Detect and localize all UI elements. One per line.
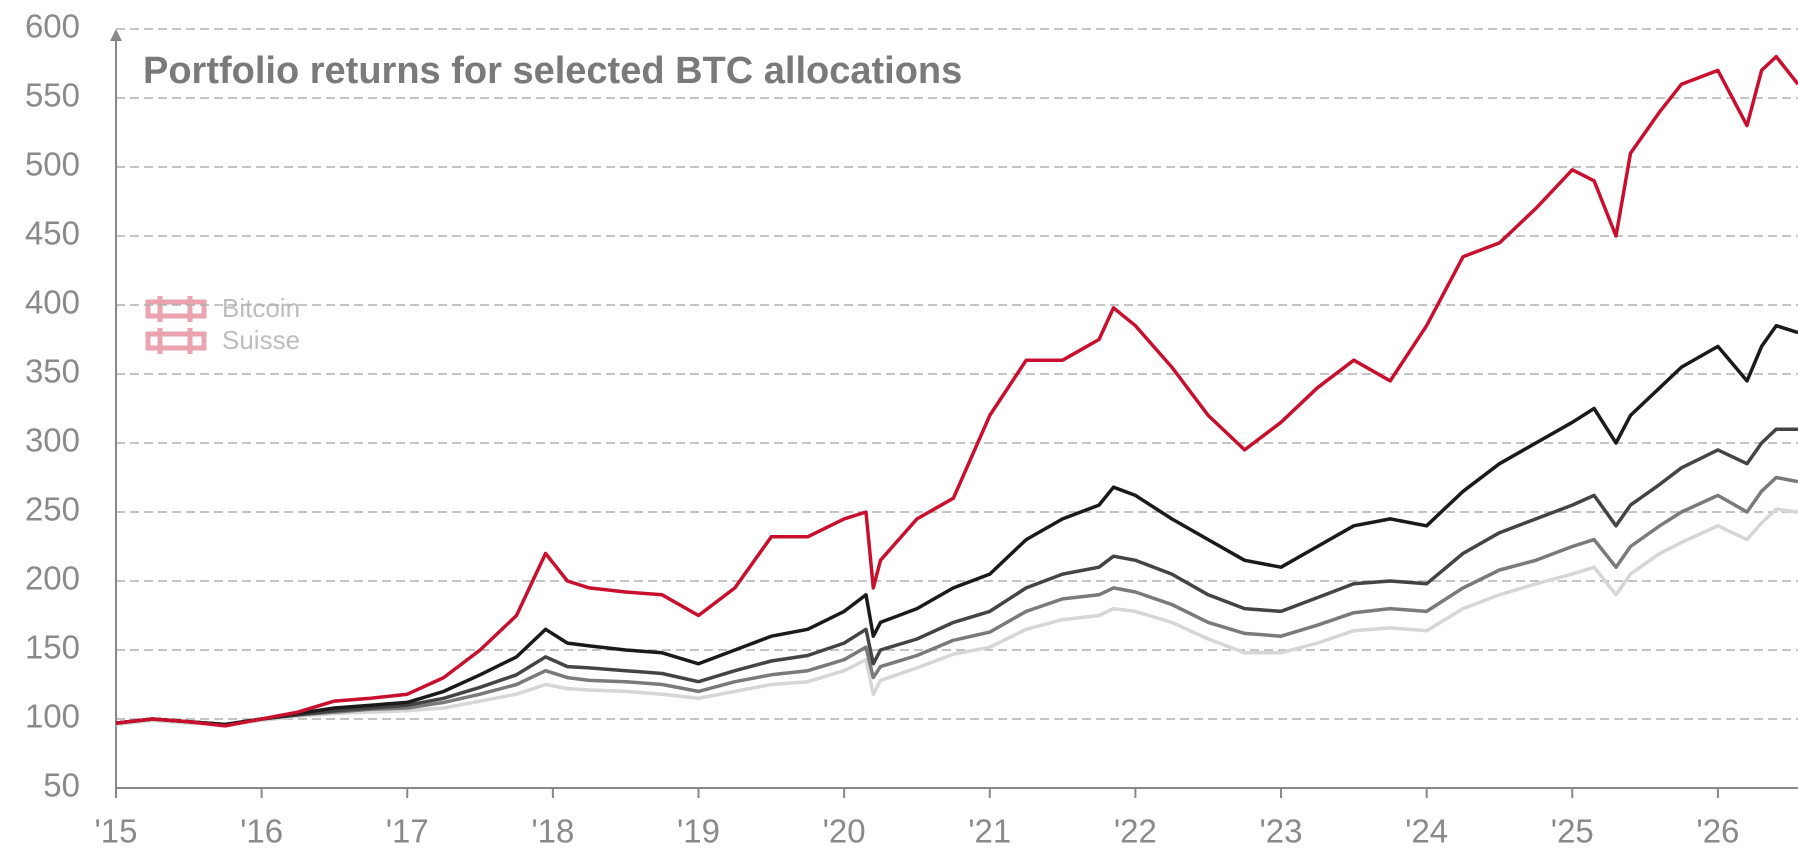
y-tick-label: 250	[25, 491, 80, 528]
series-line	[115, 54, 1798, 728]
x-tick-label: '23	[1260, 813, 1303, 850]
x-tick-label: '19	[677, 813, 720, 850]
x-tick-label: '17	[386, 813, 429, 850]
x-tick-label: '26	[1696, 813, 1739, 850]
logo-icon	[145, 328, 207, 354]
y-tick-label: 150	[25, 629, 80, 666]
logo-text: Bitcoin	[222, 293, 300, 323]
x-tick-label: '22	[1114, 813, 1157, 850]
logo	[145, 296, 207, 354]
x-tick-label: '24	[1405, 813, 1448, 850]
y-tick-label: 50	[43, 767, 80, 804]
x-tick-label: '18	[531, 813, 574, 850]
x-tick-label: '15	[94, 813, 137, 850]
logo-icon	[145, 296, 207, 322]
x-tick-label: '21	[968, 813, 1011, 850]
y-tick-label: 100	[25, 698, 80, 735]
series-line	[115, 427, 1798, 727]
x-tick-label: '25	[1551, 813, 1594, 850]
y-tick-label: 600	[25, 8, 80, 45]
series-line	[115, 475, 1798, 727]
y-tick-label: 450	[25, 215, 80, 252]
y-tick-label: 500	[25, 146, 80, 183]
y-tick-label: 300	[25, 422, 80, 459]
x-tick-label: '20	[823, 813, 866, 850]
axis-arrow	[110, 29, 122, 41]
y-tick-label: 550	[25, 77, 80, 114]
x-tick-label: '16	[240, 813, 283, 850]
y-tick-label: 400	[25, 284, 80, 321]
series-line	[115, 507, 1798, 727]
chart-title: Portfolio returns for selected BTC alloc…	[143, 50, 962, 92]
y-tick-label: 200	[25, 560, 80, 597]
series-line	[115, 323, 1798, 727]
logo-text: Suisse	[222, 325, 300, 355]
y-tick-label: 350	[25, 353, 80, 390]
